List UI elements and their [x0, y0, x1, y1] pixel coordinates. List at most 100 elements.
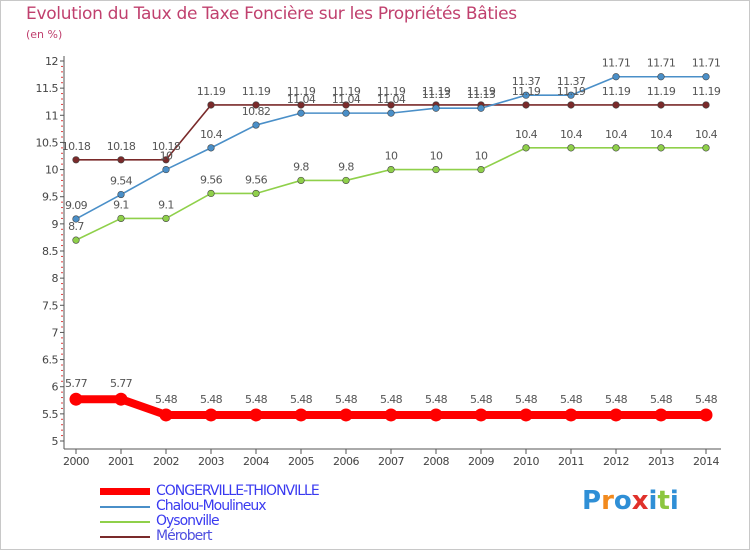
x-tick-label: 2013	[648, 455, 674, 468]
data-label: 5.77	[110, 377, 133, 390]
data-point	[522, 91, 530, 99]
data-label: 9.1	[113, 198, 129, 211]
data-point	[657, 101, 665, 109]
data-point	[69, 392, 83, 406]
y-minor-tick	[61, 163, 63, 165]
data-point	[384, 408, 398, 422]
x-tick-label: 2010	[513, 455, 539, 468]
y-minor-tick	[61, 93, 63, 95]
data-label: 5.77	[65, 377, 88, 390]
data-label: 11.19	[692, 85, 721, 98]
data-point	[702, 101, 710, 109]
y-minor-tick	[61, 266, 63, 268]
data-label: 5.48	[380, 393, 403, 406]
data-point	[162, 156, 170, 164]
data-label: 11.71	[647, 57, 676, 70]
data-point	[612, 73, 620, 81]
y-minor-tick	[61, 234, 63, 236]
y-minor-tick	[61, 71, 63, 73]
data-label: 5.48	[425, 393, 448, 406]
data-label: 5.48	[290, 393, 313, 406]
data-point	[612, 144, 620, 152]
y-minor-tick	[61, 288, 63, 290]
y-minor-tick	[61, 201, 63, 203]
data-point	[252, 121, 260, 129]
y-minor-tick	[61, 424, 63, 426]
x-tick-label: 2006	[333, 455, 359, 468]
data-label: 5.48	[335, 393, 358, 406]
data-point	[297, 176, 305, 185]
data-label: 11.13	[467, 88, 496, 101]
data-point	[342, 109, 350, 117]
y-minor-tick	[61, 125, 63, 127]
data-point	[429, 408, 443, 422]
data-point	[162, 165, 170, 174]
y-tick-label: 5.5	[42, 408, 58, 421]
y-minor-tick	[61, 98, 63, 100]
legend-label-1: Chalou-Moulineux	[156, 498, 267, 514]
data-point	[519, 408, 533, 422]
series-3	[72, 101, 710, 164]
data-point	[207, 101, 215, 109]
data-label: 11.04	[287, 93, 316, 106]
data-label: 10	[430, 150, 443, 163]
data-point	[564, 408, 578, 422]
data-point	[294, 408, 308, 422]
data-label: 11.19	[197, 85, 226, 98]
y-minor-tick	[61, 391, 63, 393]
data-label: 10	[160, 150, 173, 163]
data-point	[252, 189, 260, 198]
y-minor-tick	[61, 299, 63, 301]
data-point	[567, 91, 575, 99]
data-point	[387, 165, 395, 174]
y-minor-tick	[61, 152, 63, 154]
y-minor-tick	[61, 239, 63, 241]
y-minor-tick	[61, 228, 63, 230]
data-point	[117, 156, 125, 164]
data-labels-layer: 10.18 10.18 10.18 11.19 11.19 11.19 11.19 11.19…	[62, 57, 722, 406]
data-label: 10.82	[242, 105, 271, 118]
legend-label-2: Oysonville	[156, 513, 220, 529]
data-label: 9.09	[65, 199, 88, 212]
data-label: 11.37	[512, 75, 541, 88]
x-tick-label: 2011	[558, 455, 584, 468]
data-label: 11.71	[602, 57, 631, 70]
data-label: 11.19	[332, 85, 361, 98]
data-point	[477, 165, 485, 174]
y-tick-label: 11.5	[36, 82, 59, 95]
data-label: 5.48	[605, 393, 628, 406]
y-unit-label: (en %)	[26, 28, 63, 41]
x-tick-label: 2005	[288, 455, 314, 468]
y-minor-tick	[61, 217, 63, 219]
x-tick-label: 2004	[243, 455, 269, 468]
y-minor-tick	[61, 326, 63, 328]
data-label: 9.8	[338, 160, 354, 173]
data-point	[342, 176, 350, 185]
y-minor-tick	[61, 315, 63, 317]
y-minor-tick	[61, 212, 63, 214]
data-point	[609, 408, 623, 422]
legend-swatch-2	[100, 521, 150, 523]
y-tick-label: 11	[45, 109, 58, 122]
data-point	[567, 144, 575, 152]
y-minor-tick	[61, 342, 63, 344]
y-minor-tick	[61, 65, 63, 67]
data-label: 5.48	[245, 393, 268, 406]
legend-swatch-3	[100, 536, 150, 538]
y-minor-tick	[61, 321, 63, 323]
data-point	[252, 101, 260, 109]
data-point	[702, 144, 710, 152]
y-minor-tick	[61, 174, 63, 176]
data-label: 5.48	[560, 393, 583, 406]
y-minor-tick	[61, 190, 63, 192]
data-label: 11.19	[602, 85, 631, 98]
data-label: 10	[475, 150, 488, 163]
data-label: 9.8	[293, 160, 309, 173]
data-point	[204, 408, 218, 422]
data-label: 9.1	[158, 198, 174, 211]
data-label: 11.19	[242, 85, 271, 98]
y-minor-tick	[61, 109, 63, 111]
y-tick-label: 7	[52, 326, 59, 339]
data-point	[432, 165, 440, 174]
